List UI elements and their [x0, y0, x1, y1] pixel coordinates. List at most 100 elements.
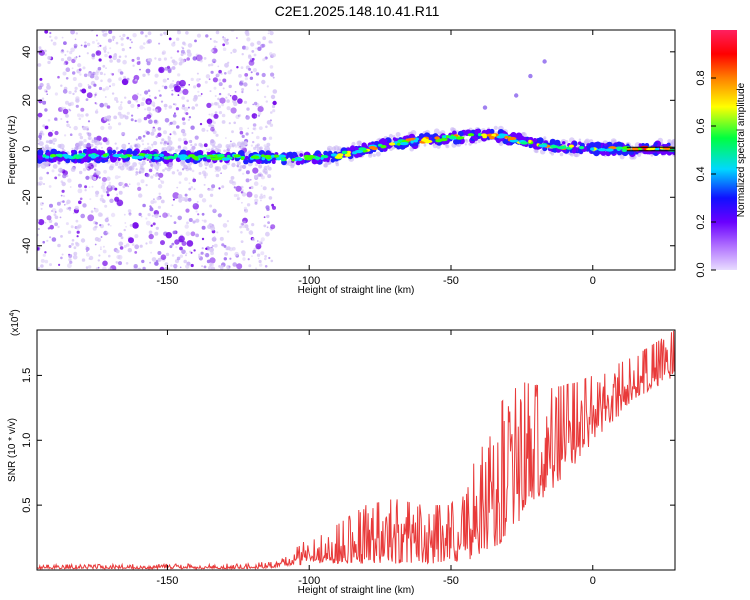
noise-point — [236, 194, 240, 197]
noise-point — [188, 140, 191, 143]
noise-point — [255, 243, 262, 250]
halo-point — [209, 140, 216, 146]
noise-point — [59, 216, 62, 219]
halo-point — [169, 148, 172, 151]
noise-point — [73, 125, 78, 131]
noise-point — [147, 73, 150, 76]
noise-point — [64, 204, 66, 206]
noise-point — [210, 113, 214, 117]
noise-point — [62, 200, 65, 203]
noise-point — [99, 224, 102, 227]
noise-point — [234, 251, 239, 257]
noise-point — [102, 137, 108, 143]
noise-point — [60, 235, 63, 238]
noise-point — [164, 118, 170, 123]
noise-point — [128, 237, 134, 244]
snr-scale-close: ) — [10, 309, 21, 312]
ridge-point — [562, 141, 566, 145]
noise-point — [154, 109, 159, 113]
noise-point — [77, 82, 83, 88]
noise-point — [212, 208, 217, 214]
halo-point — [78, 145, 82, 150]
noise-point — [176, 186, 179, 189]
noise-point — [71, 58, 76, 64]
noise-point — [62, 108, 69, 115]
ridge-point — [163, 151, 168, 156]
noise-point — [266, 85, 269, 88]
ridge-peak — [322, 155, 329, 159]
noise-point — [171, 66, 176, 70]
noise-point — [235, 185, 242, 192]
ridge-peak — [233, 154, 241, 158]
noise-point — [99, 246, 102, 249]
noise-point — [158, 57, 162, 62]
noise-point — [68, 206, 72, 210]
halo-point — [222, 164, 228, 170]
ridge-peak — [421, 138, 430, 142]
noise-point — [106, 105, 111, 109]
noise-point — [242, 257, 246, 261]
noise-point — [115, 41, 119, 45]
noise-point — [68, 209, 71, 212]
noise-point — [167, 78, 169, 80]
halo-point — [267, 166, 272, 171]
noise-point — [211, 58, 217, 64]
noise-point — [66, 199, 71, 204]
halo-point — [44, 144, 49, 149]
noise-point — [78, 55, 81, 58]
noise-point — [69, 260, 73, 264]
noise-point — [129, 46, 132, 49]
noise-point — [232, 262, 237, 267]
noise-point — [149, 205, 152, 208]
noise-point — [205, 34, 209, 38]
halo-point — [464, 143, 467, 146]
noise-point — [119, 103, 122, 106]
noise-point — [70, 225, 74, 229]
ridge-point — [518, 135, 525, 142]
noise-point — [112, 35, 116, 40]
halo-point — [129, 166, 133, 171]
halo-point — [84, 162, 88, 166]
noise-point — [74, 205, 80, 211]
noise-point — [60, 256, 63, 260]
noise-point — [176, 80, 181, 86]
noise-point — [86, 142, 91, 148]
noise-point — [213, 208, 216, 211]
noise-point — [263, 95, 267, 99]
noise-point — [104, 218, 109, 223]
noise-point — [262, 186, 267, 191]
ridge-point — [457, 130, 464, 137]
noise-point — [178, 171, 183, 176]
halo-point — [135, 143, 141, 149]
noise-point — [167, 65, 170, 69]
noise-point — [114, 196, 120, 202]
noise-point — [237, 98, 243, 104]
ridge-peak — [210, 157, 220, 161]
noise-point — [101, 146, 103, 149]
noise-point — [41, 97, 45, 100]
noise-point — [132, 33, 137, 38]
noise-point — [191, 106, 195, 110]
noise-point — [163, 140, 167, 144]
noise-point — [239, 126, 243, 131]
noise-point — [94, 243, 97, 246]
noise-point — [119, 35, 121, 38]
noise-point — [256, 83, 259, 87]
noise-point — [49, 203, 53, 208]
noise-point — [131, 58, 135, 62]
noise-point — [164, 107, 167, 110]
noise-point — [94, 110, 99, 114]
noise-point — [102, 188, 107, 193]
noise-point — [85, 175, 90, 180]
noise-point — [241, 134, 245, 138]
halo-point — [166, 139, 173, 146]
noise-point — [252, 167, 259, 174]
noise-point — [151, 167, 154, 169]
ridge-peak — [489, 136, 495, 140]
noise-point — [172, 198, 175, 201]
ridge-peak — [336, 154, 342, 158]
noise-point — [157, 184, 163, 189]
noise-point — [114, 187, 118, 191]
snr-scale-factor: (x104) — [9, 309, 21, 336]
